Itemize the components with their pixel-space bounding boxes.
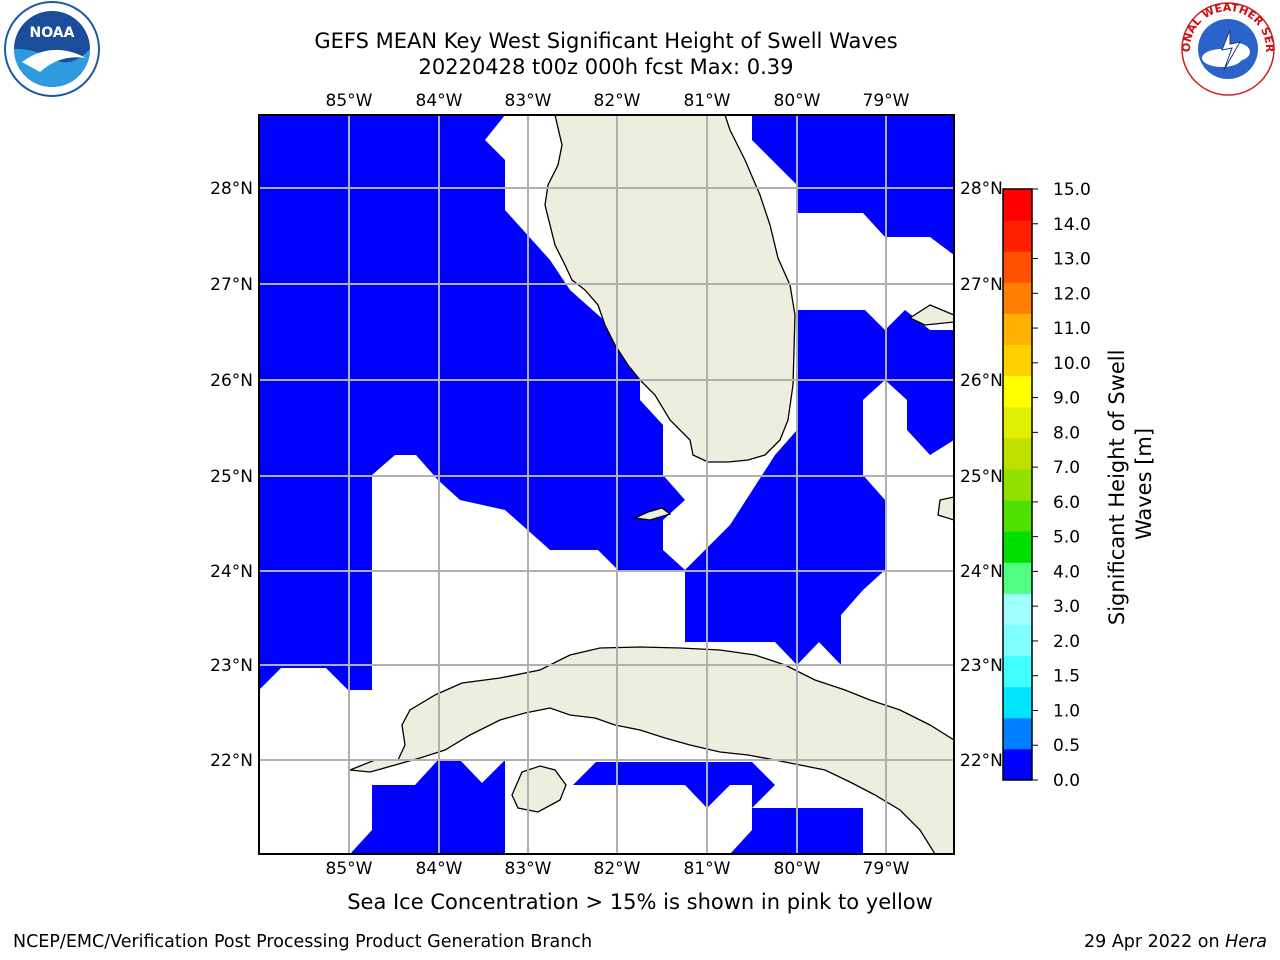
svg-text:81°W: 81°W <box>684 91 731 111</box>
lon-labels-top: 85°W 84°W 83°W 82°W 81°W 80°W 79°W <box>326 91 910 111</box>
colorbar-tick-label: 6.0 <box>1053 493 1080 513</box>
svg-text:24°N: 24°N <box>210 562 253 582</box>
svg-text:85°W: 85°W <box>326 859 373 879</box>
svg-text:28°N: 28°N <box>960 179 1003 199</box>
colorbar-tick-label: 2.0 <box>1053 632 1080 652</box>
svg-text:NOAA: NOAA <box>30 25 75 41</box>
colorbar-tick-label: 8.0 <box>1053 423 1080 443</box>
svg-text:84°W: 84°W <box>416 859 463 879</box>
graticule <box>259 115 954 854</box>
nws-logo: NATIONAL WEATHER SERVICE <box>0 0 1276 96</box>
svg-text:84°W: 84°W <box>416 91 463 111</box>
svg-text:24°N: 24°N <box>960 562 1003 582</box>
colorbar-tick-label: 11.0 <box>1053 319 1091 339</box>
chart-subtitle: 20220428 t00z 000h fcst Max: 0.39 <box>418 55 794 79</box>
colorbar-segment <box>1003 655 1032 688</box>
colorbar-segment <box>1003 531 1032 563</box>
footer-date-text: 29 Apr 2022 on <box>1084 932 1226 952</box>
svg-text:80°W: 80°W <box>774 91 821 111</box>
svg-text:85°W: 85°W <box>326 91 373 111</box>
colorbar-segment <box>1003 593 1032 625</box>
svg-text:28°N: 28°N <box>210 179 253 199</box>
colorbar-segment <box>1003 344 1032 377</box>
colorbar-segment <box>1003 624 1032 657</box>
colorbar-segment <box>1003 220 1032 252</box>
sea-ice-note: Sea Ice Concentration > 15% is shown in … <box>347 890 933 914</box>
svg-text:81°W: 81°W <box>684 859 731 879</box>
colorbar-segment <box>1003 375 1032 408</box>
colorbar-tick-label: 5.0 <box>1053 528 1080 548</box>
colorbar-segment <box>1003 500 1032 532</box>
colorbar-segment <box>1003 437 1032 470</box>
colorbar-tick-label: 9.0 <box>1053 389 1080 409</box>
land-areas <box>349 115 954 854</box>
colorbar-segment <box>1003 189 1032 221</box>
svg-text:27°N: 27°N <box>960 275 1003 295</box>
florida-landmass <box>544 115 796 463</box>
chart-title: GEFS MEAN Key West Significant Height of… <box>314 29 898 53</box>
keys-island <box>632 507 672 521</box>
colorbar-frame <box>1002 188 1033 781</box>
colorbar-tick-label: 7.0 <box>1053 458 1080 478</box>
colorbar-tick-label: 13.0 <box>1053 250 1091 270</box>
colorbar-tick-label: 12.0 <box>1053 284 1091 304</box>
colorbar-segment <box>1003 313 1032 346</box>
svg-text:79°W: 79°W <box>863 859 910 879</box>
colorbar-tick-label: 0.5 <box>1053 736 1080 756</box>
cuba-landmass <box>349 646 954 854</box>
colorbar-segment <box>1003 686 1032 719</box>
bahamas-landmass <box>908 304 954 326</box>
colorbar-segment <box>1003 748 1032 781</box>
svg-text:26°N: 26°N <box>960 371 1003 391</box>
lat-labels-right: 28°N 27°N 26°N 25°N 24°N 23°N 22°N <box>960 179 1003 771</box>
svg-text:80°W: 80°W <box>774 859 821 879</box>
colorbar-tick-label: 14.0 <box>1053 215 1091 235</box>
svg-text:25°N: 25°N <box>960 467 1003 487</box>
colorbar-ticks: 0.0 0.5 1.0 1.5 2.0 3.0 4.0 5.0 6.0 7.0 8.0 9.0 10.0… <box>1032 180 1091 791</box>
svg-text:22°N: 22°N <box>960 751 1003 771</box>
footer-host: Hera <box>1225 932 1267 952</box>
svg-text:82°W: 82°W <box>594 91 641 111</box>
footer-branch: NCEP/EMC/Verification Post Processing Pr… <box>13 932 593 952</box>
map-figure: NOAA NATIONAL WEATHER SERVICE <box>0 0 1276 879</box>
colorbar-segment <box>1003 406 1032 439</box>
isla-de-juventud <box>511 765 567 813</box>
colorbar <box>1002 188 1033 781</box>
svg-text:79°W: 79°W <box>863 91 910 111</box>
lon-labels-bottom: 85°W 84°W 83°W 82°W 81°W 80°W 79°W <box>326 859 910 879</box>
colorbar-segment <box>1003 251 1032 283</box>
svg-text:23°N: 23°N <box>960 656 1003 676</box>
colorbar-tick-label: 3.0 <box>1053 597 1080 617</box>
svg-text:83°W: 83°W <box>505 91 552 111</box>
colorbar-tick-label: 4.0 <box>1053 562 1080 582</box>
lat-labels-left: 28°N 27°N 26°N 25°N 24°N 23°N 22°N <box>210 179 253 771</box>
colorbar-tick-label: 1.0 <box>1053 701 1080 721</box>
colorbar-segment <box>1003 282 1032 314</box>
colorbar-tick-label: 15.0 <box>1053 180 1091 200</box>
colorbar-segment <box>1003 468 1032 501</box>
colorbar-segment <box>1003 562 1032 594</box>
svg-text:83°W: 83°W <box>505 859 552 879</box>
svg-text:27°N: 27°N <box>210 275 253 295</box>
noaa-logo: NOAA <box>4 1 100 97</box>
colorbar-tick-label: 10.0 <box>1053 354 1091 374</box>
svg-text:25°N: 25°N <box>210 467 253 487</box>
svg-text:23°N: 23°N <box>210 656 253 676</box>
svg-text:26°N: 26°N <box>210 371 253 391</box>
colorbar-label: Significant Height of Swell Waves [m] <box>1105 343 1156 625</box>
footer-date: 29 Apr 2022 on Hera <box>1084 932 1267 952</box>
colorbar-segment <box>1003 717 1032 750</box>
colorbar-tick-label: 0.0 <box>1053 771 1080 791</box>
colorbar-tick-label: 1.5 <box>1053 667 1080 687</box>
svg-text:22°N: 22°N <box>210 751 253 771</box>
bahamas-andros <box>937 496 954 521</box>
svg-text:NATIONAL WEATHER SERVICE: NATIONAL WEATHER SERVICE <box>0 0 1276 53</box>
map-frame <box>258 114 955 855</box>
svg-text:82°W: 82°W <box>594 859 641 879</box>
